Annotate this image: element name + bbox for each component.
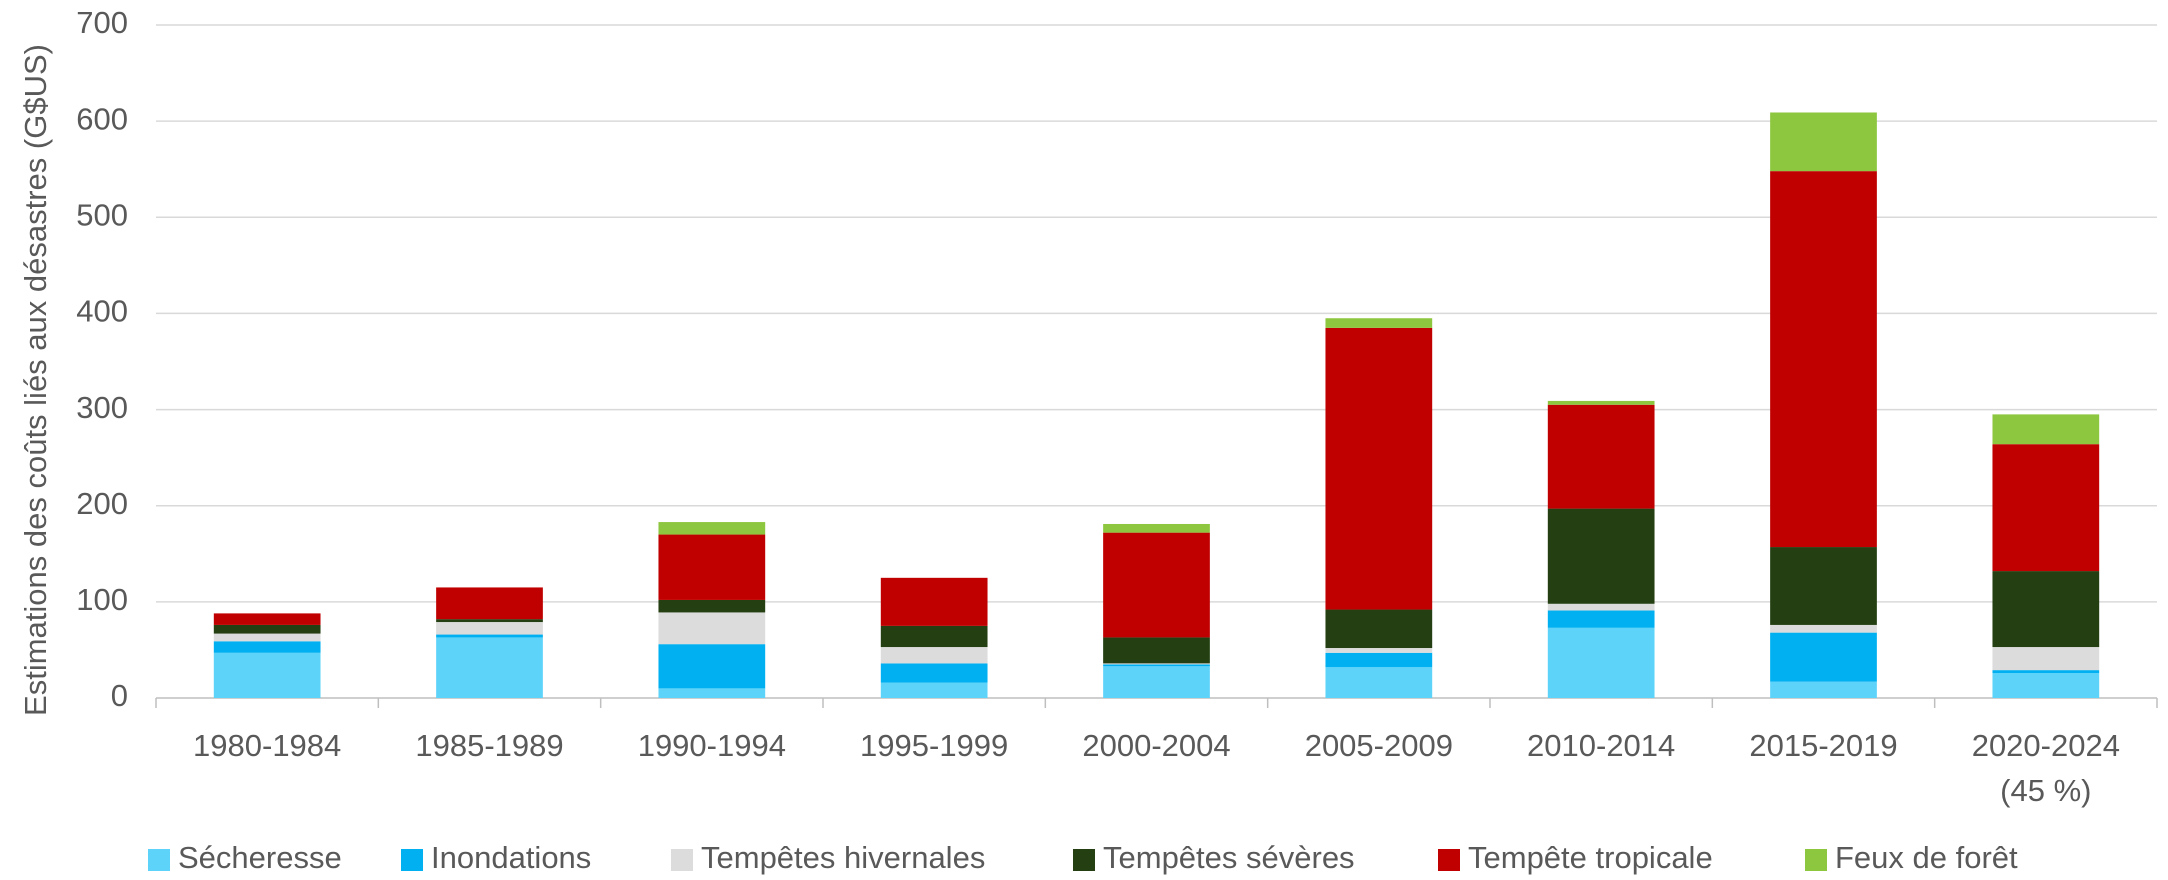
x-tick-label: 1985-1989 xyxy=(415,728,563,763)
x-tick-label: 1995-1999 xyxy=(860,728,1008,763)
bar-segment xyxy=(1770,624,1877,633)
bar-segment xyxy=(1325,648,1433,653)
legend-swatch xyxy=(401,849,423,871)
bar-segment xyxy=(1325,327,1433,610)
x-tick-label: 2015-2019 xyxy=(1749,728,1897,763)
bar-segment xyxy=(1770,112,1877,172)
bar-segment xyxy=(1103,637,1210,664)
bar-segment xyxy=(1547,400,1655,405)
bar-segment xyxy=(436,634,543,638)
legend-label: Sécheresse xyxy=(178,840,342,875)
bar-segment xyxy=(1325,318,1433,328)
bar-segment xyxy=(1103,664,1210,667)
x-tick-label: 2020-2024 (45 %) xyxy=(1972,728,2120,808)
bar-segment xyxy=(213,652,321,698)
legend-swatch xyxy=(1073,849,1095,871)
bar-segment xyxy=(1992,571,2100,648)
bar-segment xyxy=(1770,547,1877,625)
bar-segment xyxy=(658,534,766,600)
bar-segment xyxy=(436,587,543,620)
legend-label: Inondations xyxy=(431,840,591,875)
bar-segment xyxy=(880,663,988,683)
bar-segment xyxy=(1992,670,2100,674)
bar-segment xyxy=(213,633,321,642)
legend-swatch xyxy=(148,849,170,871)
bar-segment xyxy=(1325,609,1433,649)
bar-segment xyxy=(1770,171,1877,548)
legend-label: Tempêtes sévères xyxy=(1103,840,1355,875)
y-tick-label: 200 xyxy=(76,486,128,521)
bar-segment xyxy=(436,619,543,623)
bar-segment xyxy=(1547,404,1655,509)
bar-segment xyxy=(1103,663,1210,665)
bar-segment xyxy=(880,577,988,626)
y-tick-label: 500 xyxy=(76,197,128,232)
bar-segment xyxy=(1992,647,2100,671)
x-tick-label: 2005-2009 xyxy=(1305,728,1453,763)
legend-label: Feux de forêt xyxy=(1835,840,2018,875)
bar-segment xyxy=(1992,444,2100,572)
x-tick-label: 2010-2014 xyxy=(1527,728,1675,763)
y-tick-label: 100 xyxy=(76,582,128,617)
bar-segment xyxy=(1103,523,1210,533)
bar-segment xyxy=(880,647,988,664)
x-tick-label: 1990-1994 xyxy=(638,728,786,763)
bar-segment xyxy=(436,637,543,698)
y-axis-title: Estimations des coûts liés aux désastres… xyxy=(18,44,53,716)
bar-segment xyxy=(1992,414,2100,445)
bar-segment xyxy=(880,682,988,698)
bar-segment xyxy=(658,644,766,689)
bar-segment xyxy=(1770,632,1877,682)
bar-segment xyxy=(1325,667,1433,698)
bar-segment xyxy=(1547,610,1655,628)
legend-swatch xyxy=(1438,849,1460,871)
legend-label: Tempête tropicale xyxy=(1468,840,1713,875)
y-tick-label: 0 xyxy=(111,678,128,713)
x-tick-label: 1980-1984 xyxy=(193,728,341,763)
y-tick-label: 400 xyxy=(76,294,128,329)
bar-segment xyxy=(436,622,543,635)
bar-segment xyxy=(1103,532,1210,638)
bar-segment xyxy=(880,625,988,648)
bar-segment xyxy=(1992,673,2100,698)
bar-segment xyxy=(1547,508,1655,604)
bar-segment xyxy=(1770,681,1877,698)
legend-swatch xyxy=(1805,849,1827,871)
bar-segment xyxy=(1547,627,1655,698)
bar-segment xyxy=(658,599,766,613)
bar-segment xyxy=(658,688,766,698)
y-tick-label: 700 xyxy=(76,5,128,40)
y-tick-label: 600 xyxy=(76,101,128,136)
legend-swatch xyxy=(671,849,693,871)
bar-segment xyxy=(1325,652,1433,668)
bar-segment xyxy=(213,641,321,653)
bar-segment xyxy=(1103,666,1210,698)
legend-label: Tempêtes hivernales xyxy=(701,840,985,875)
bar-segment xyxy=(213,613,321,625)
bar-segment xyxy=(213,624,321,634)
bar-segment xyxy=(658,612,766,645)
y-tick-label: 300 xyxy=(76,390,128,425)
bar-segment xyxy=(658,522,766,535)
bar-segment xyxy=(1547,603,1655,611)
x-tick-label: 2000-2004 xyxy=(1082,728,1230,763)
